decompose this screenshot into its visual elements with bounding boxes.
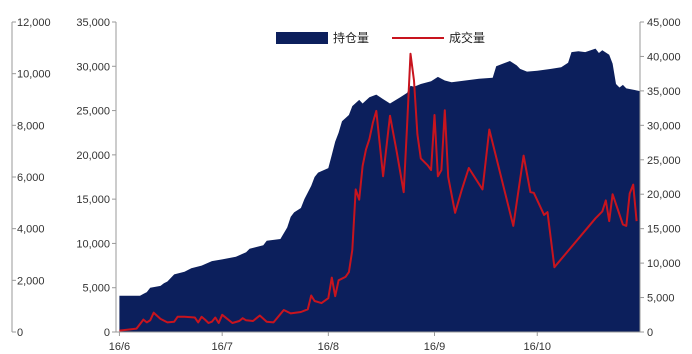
right-y-tick-label: 0 [647, 327, 653, 339]
volume-line-layer [119, 52, 638, 332]
left-y-tick-label: 0 [104, 327, 110, 339]
outer-left-y-tick-label: 8,000 [17, 120, 45, 132]
outer-left-y-tick-label: 2,000 [17, 275, 45, 287]
outer-left-y-tick-label: 6,000 [17, 172, 45, 184]
right-y-tick-label: 5,000 [647, 293, 675, 305]
axes: 0 5,000 10,000 15,000 20,000 25,000 30,000 35,0… [11, 17, 681, 353]
open-interest-area-layer [119, 48, 640, 332]
legend-swatch-open-interest [276, 32, 328, 44]
right-y-tick-label: 40,000 [647, 51, 681, 63]
legend-label-open-interest: 持仓量 [333, 30, 369, 45]
legend-label-volume: 成交量 [449, 30, 485, 45]
outer-left-y-tick-label: 12,000 [17, 17, 51, 29]
left-y-tick-label: 20,000 [76, 150, 110, 162]
right-y-tick-label: 25,000 [647, 155, 681, 167]
left-y-tick-label: 15,000 [76, 194, 110, 206]
outer-left-y-tick-label: 0 [17, 327, 23, 339]
right-y-tick-label: 45,000 [647, 17, 681, 29]
outer-left-y-tick-label: 4,000 [17, 224, 45, 236]
right-y-tick-label: 30,000 [647, 120, 681, 132]
left-y-tick-label: 30,000 [76, 61, 110, 73]
open-interest-area [119, 48, 640, 332]
x-tick-label: 16/9 [424, 341, 445, 353]
x-tick-label: 16/7 [211, 341, 232, 353]
x-tick-label: 16/6 [109, 341, 130, 353]
right-y-tick-label: 10,000 [647, 258, 681, 270]
right-y-tick-label: 35,000 [647, 86, 681, 98]
right-y-tick-label: 15,000 [647, 224, 681, 236]
left-y-tick-label: 10,000 [76, 238, 110, 250]
left-y-tick-label: 25,000 [76, 106, 110, 118]
legend: 持仓量 成交量 [276, 30, 485, 45]
x-tick-label: 16/10 [523, 341, 551, 353]
left-y-tick-label: 5,000 [82, 283, 110, 295]
right-y-tick-label: 20,000 [647, 189, 681, 201]
outer-left-y-tick-label: 10,000 [17, 69, 51, 81]
x-tick-label: 16/8 [318, 341, 339, 353]
volume-line [119, 52, 638, 332]
left-y-tick-label: 35,000 [76, 17, 110, 29]
